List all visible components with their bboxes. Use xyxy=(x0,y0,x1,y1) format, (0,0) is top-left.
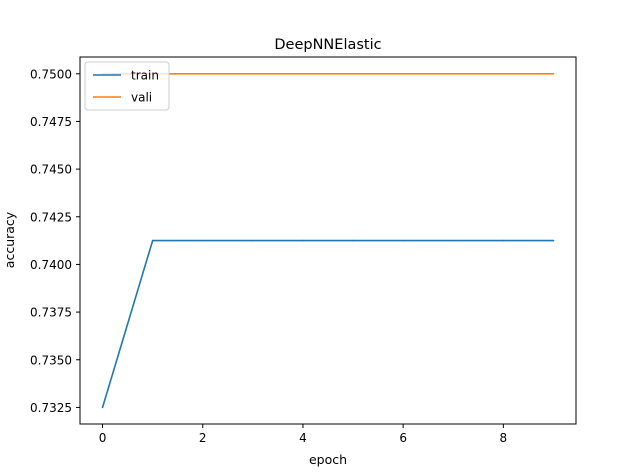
data-point-train xyxy=(101,406,104,409)
data-point-vali xyxy=(502,72,505,75)
y-tick-label: 0.7400 xyxy=(30,258,72,272)
legend-label-vali: vali xyxy=(131,91,152,105)
plot-area: 0 2 4 6 8 0.7325 0.7350 0.7375 0.7400 0.7425 0.745… xyxy=(30,56,577,445)
data-point-train xyxy=(252,239,254,242)
y-tick-label: 0.7375 xyxy=(30,306,72,320)
axes-frame xyxy=(79,56,577,425)
y-tick-label: 0.7425 xyxy=(30,210,72,224)
legend-box xyxy=(84,61,170,111)
data-point-train xyxy=(552,239,555,242)
legend-label-train: train xyxy=(131,69,159,83)
data-point-train xyxy=(151,239,154,242)
series-layer xyxy=(101,72,555,409)
y-tick-label: 0.7325 xyxy=(30,401,72,415)
y-tick-label: 0.7450 xyxy=(30,163,72,177)
chart-title: DeepNNElastic xyxy=(274,37,381,53)
data-point-vali xyxy=(352,72,354,75)
x-tick-label: 8 xyxy=(500,431,508,445)
data-point-train xyxy=(452,239,455,242)
data-point-vali xyxy=(252,72,254,75)
data-point-train xyxy=(302,239,304,242)
data-point-train xyxy=(352,239,354,242)
data-point-train xyxy=(201,239,204,242)
data-point-vali xyxy=(302,72,304,75)
series-line-train xyxy=(101,239,554,408)
x-tick-label: 6 xyxy=(399,431,407,445)
x-tick-label: 2 xyxy=(199,431,207,445)
data-point-vali xyxy=(402,72,404,75)
data-point-vali xyxy=(452,72,455,75)
data-point-train xyxy=(502,239,505,242)
y-tick-label: 0.7475 xyxy=(30,115,72,129)
x-axis-label: epoch xyxy=(309,452,347,467)
data-point-train xyxy=(402,239,404,242)
data-point-vali xyxy=(201,72,204,75)
data-point-vali xyxy=(552,72,555,75)
x-tick-label: 0 xyxy=(99,431,107,445)
y-tick-label: 0.7350 xyxy=(30,353,72,367)
y-tick-label: 0.7500 xyxy=(30,67,72,81)
x-tick-label: 4 xyxy=(299,431,307,445)
y-axis-label: accuracy xyxy=(2,211,17,268)
legend: train vali xyxy=(84,61,170,111)
